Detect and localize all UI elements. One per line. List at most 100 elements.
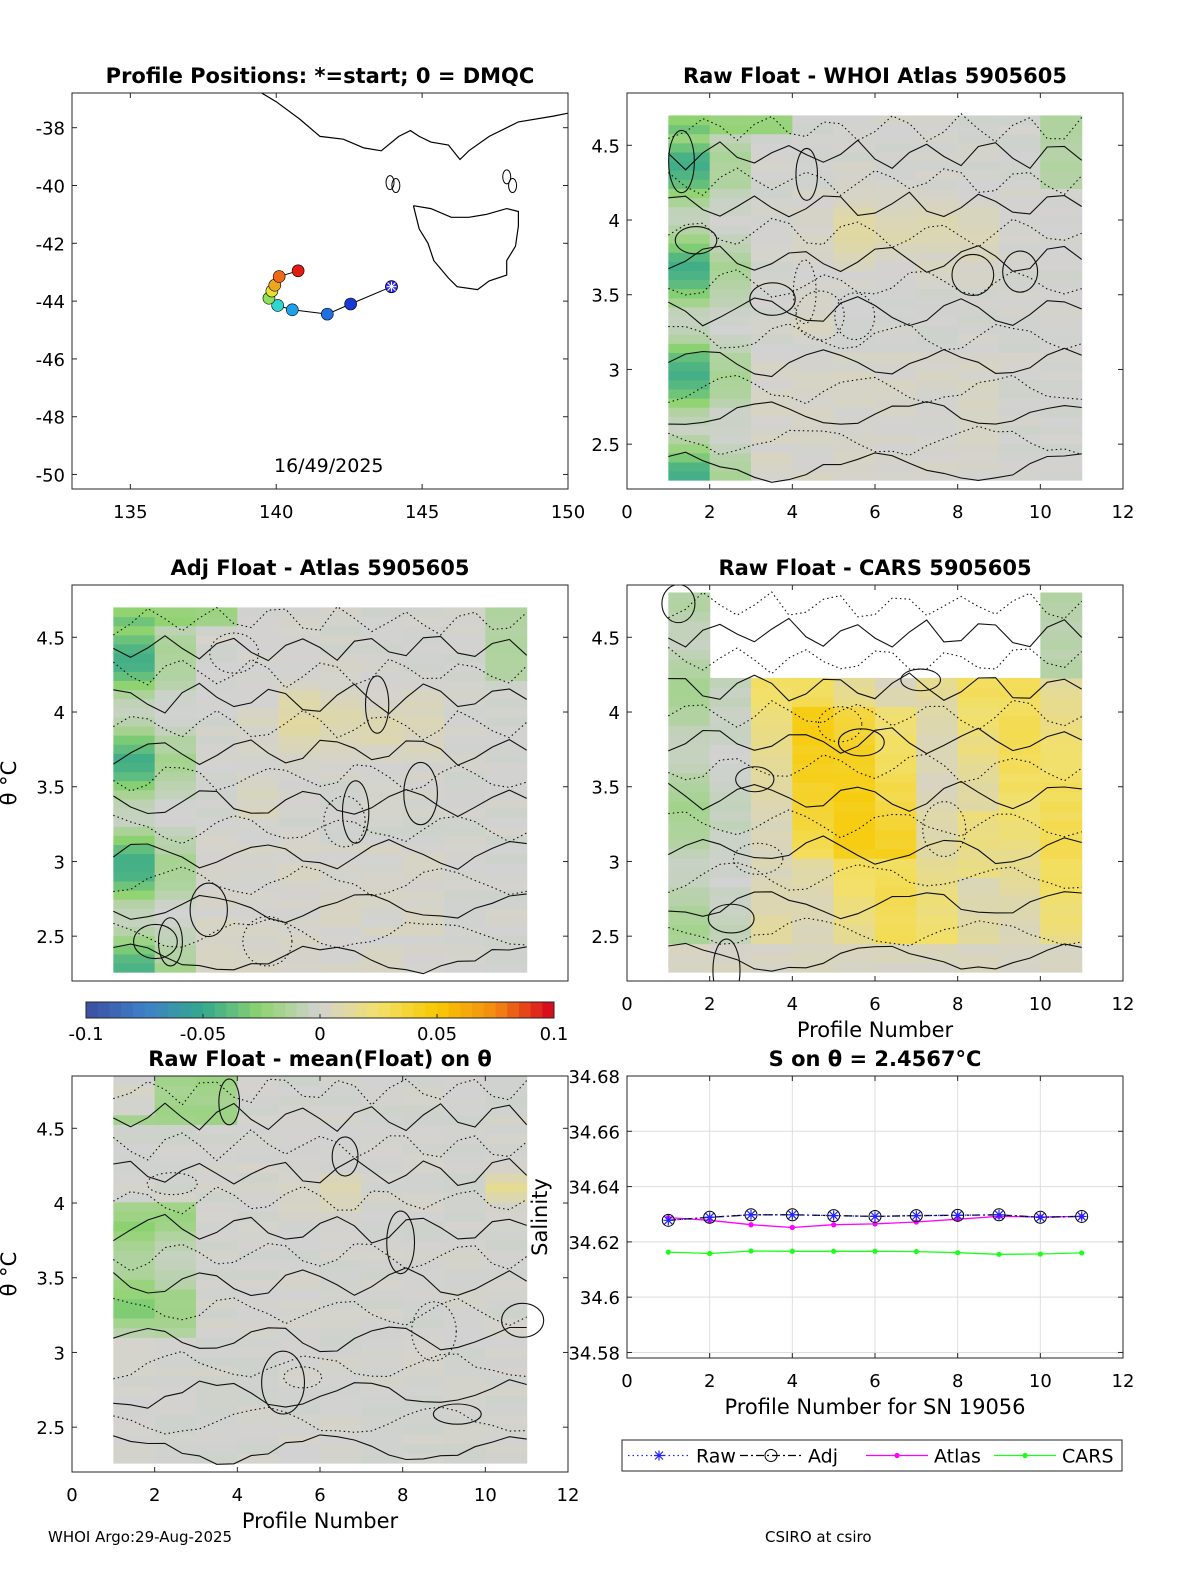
heatmap-cell [957,334,1000,344]
heatmap-cell [154,634,197,645]
heatmap-cell [1040,763,1083,774]
heatmap-cell [751,744,793,755]
heatmap-cell [957,434,1000,445]
heatmap-cell [668,170,711,180]
heatmap-cell [154,962,197,973]
heatmap-cell [154,1230,197,1242]
heatmap-cell [113,735,156,745]
heatmap-cell [113,1443,156,1454]
heatmap-cell [485,817,528,827]
heatmap-cell [278,1221,321,1232]
heatmap-cell [875,820,917,831]
heatmap-cell [402,1134,445,1145]
heatmap-cell [485,1453,528,1464]
heatmap-cell [237,780,280,791]
heatmap-cell [792,810,835,821]
heatmap-cell [485,1143,528,1155]
heatmap-cell [999,943,1041,954]
heatmap-cell [875,791,917,802]
heatmap-cell [278,1279,321,1290]
heatmap-cell [709,934,752,945]
heatmap-cell [196,1221,238,1232]
x-tick-label: 135 [113,502,147,523]
heatmap-cell [196,1230,238,1242]
heatmap-cell [999,206,1041,217]
heatmap-cell [361,1201,404,1213]
contour-positive [668,191,1082,218]
y-axis-label: Salinity [528,1178,552,1256]
heatmap-cell [444,798,486,809]
heatmap-cell [113,789,156,800]
heatmap-cell [485,735,528,745]
contour-loop [795,147,819,201]
heatmap-cell [1040,270,1083,281]
heatmap-cell [709,270,752,281]
heatmap-cell [402,1076,445,1087]
heatmap-cell [154,1105,197,1116]
heatmap-cell [113,1375,156,1387]
heatmap-cell [237,1250,280,1261]
colorbar-segment [507,1002,520,1018]
data-point-adj [1075,1209,1089,1223]
heatmap-cell [402,771,445,782]
heatmap-cell [278,607,321,618]
data-point-raw [746,1209,756,1220]
heatmap-cell [320,1153,362,1164]
colorbar-segment [401,1002,415,1018]
heatmap-cell [999,325,1041,335]
heatmap-cell [875,461,917,472]
x-axis-label: Profile Number [242,1509,399,1533]
contour-negative [113,605,528,636]
heatmap-cell [278,1259,321,1271]
heatmap-cell [196,1240,238,1251]
heatmap-cell [916,197,959,208]
heatmap-cell [196,671,238,681]
heatmap-cell [154,1385,197,1396]
colorbar-segment [249,1002,262,1018]
heatmap-cell [1040,744,1083,755]
contour-loop [283,1366,323,1389]
heatmap-cell [875,315,917,326]
heatmap-cell [833,133,876,144]
heatmap-cell [709,170,752,180]
heatmap-cell [361,1385,404,1396]
heatmap-cell [668,962,711,973]
heatmap-cell [113,753,156,763]
heatmap-cell [320,935,362,946]
heatmap-cell [402,1414,445,1425]
heatmap-cell [792,325,835,335]
heatmap-cell [668,115,711,126]
heatmap-cell [154,944,197,955]
heatmap-cell [320,753,362,763]
heatmap-cell [237,1308,280,1319]
heatmap-cell [709,197,752,208]
heatmap-cell [751,133,793,144]
heatmap-cell [361,962,404,973]
heatmap-cell [668,206,711,217]
heatmap-cell [154,926,197,937]
heatmap-cell [957,297,1000,308]
heatmap-cell [113,662,156,672]
map-date-annotation: 16/49/2025 [274,455,384,477]
y-tick-label: 3.5 [591,286,620,307]
colorbar-segment [86,1002,99,1018]
island-coastline [502,169,512,185]
heatmap-cell [916,791,959,802]
profile-position-marker [291,264,305,278]
heatmap-cell [875,810,917,821]
heatmap-cell [154,725,197,736]
heatmap-cell [751,820,793,831]
heatmap-cell [833,215,876,226]
y-tick-label: 34.6 [580,1288,620,1309]
heatmap-cell [485,1279,528,1290]
heatmap-cell [792,706,835,717]
heatmap-cell [668,611,711,622]
colorbar-segment [167,1002,181,1018]
heatmap-cell [154,1221,197,1232]
heatmap-cell [402,1269,445,1280]
heatmap-cell [113,780,156,791]
heatmap-cell [875,953,917,964]
heatmap-cell [196,1337,238,1348]
heatmap-cell [113,1230,156,1242]
contour-positive [113,943,527,975]
